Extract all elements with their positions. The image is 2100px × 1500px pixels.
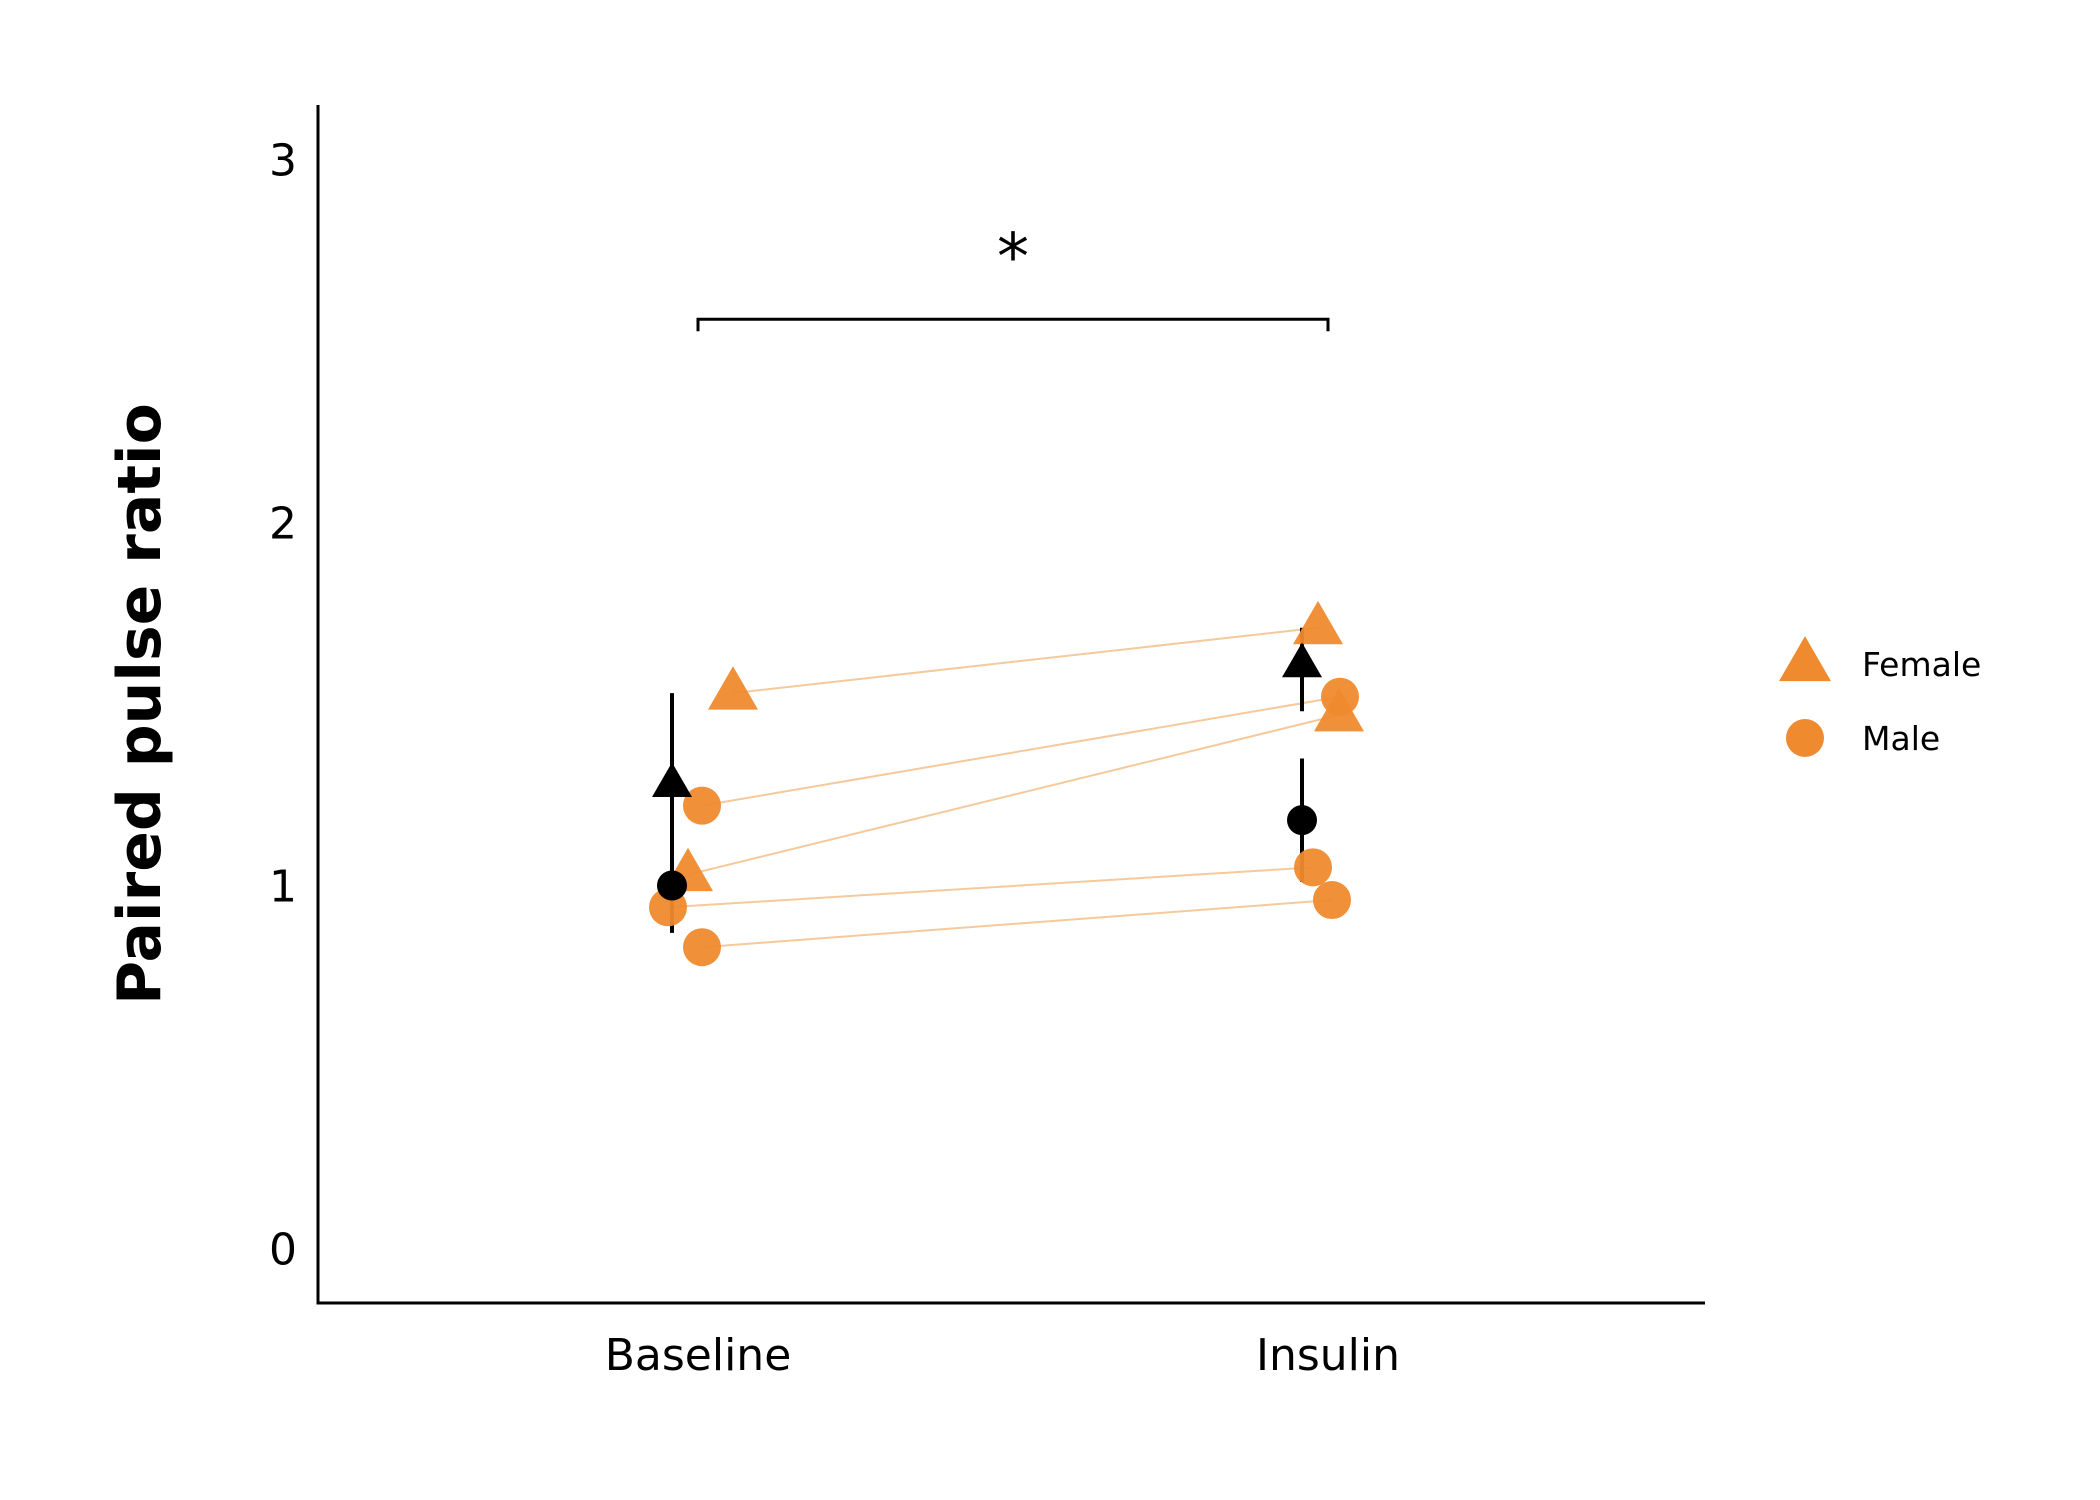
subject-line [701, 695, 1341, 807]
legend-label: Female [1862, 645, 1981, 684]
male-mean-marker [1287, 805, 1317, 836]
y-tick-labels: 0 1 2 3 [269, 135, 297, 1275]
x-tick-label: Baseline [605, 1330, 792, 1381]
legend: Female Male [1779, 636, 1981, 758]
male-point [683, 928, 721, 967]
subject-line [701, 899, 1333, 949]
female-point [708, 666, 758, 710]
y-tick-label: 2 [269, 498, 297, 549]
legend-male-icon [1786, 719, 1824, 757]
y-axis-label: Paired pulse ratio [105, 403, 175, 1005]
legend-label: Male [1862, 719, 1940, 758]
male-point [1294, 848, 1332, 887]
significance-bracket-line [696, 317, 1330, 332]
female-point [1293, 600, 1343, 645]
x-tick-label: Insulin [1256, 1330, 1400, 1381]
y-tick-label: 0 [269, 1225, 297, 1276]
y-tick-label: 1 [269, 862, 297, 913]
male-point [1313, 881, 1351, 920]
axes [316, 105, 1705, 1305]
subject-lines [667, 626, 1341, 949]
male-point [1321, 677, 1359, 716]
significance-label: * [997, 221, 1029, 295]
summary-markers [652, 642, 1322, 901]
significance-bracket: * [696, 221, 1330, 332]
subject-line [667, 866, 1314, 909]
x-tick-labels: Baseline Insulin [605, 1330, 1400, 1381]
legend-female-icon [1779, 636, 1831, 682]
subject-line [732, 626, 1319, 695]
male-point [683, 786, 721, 825]
female-mean-marker [1282, 642, 1322, 678]
male-mean-marker [657, 870, 687, 901]
y-tick-label: 3 [269, 135, 297, 186]
female-mean-marker [652, 762, 692, 798]
data-points [649, 600, 1364, 967]
subject-line [687, 713, 1340, 876]
